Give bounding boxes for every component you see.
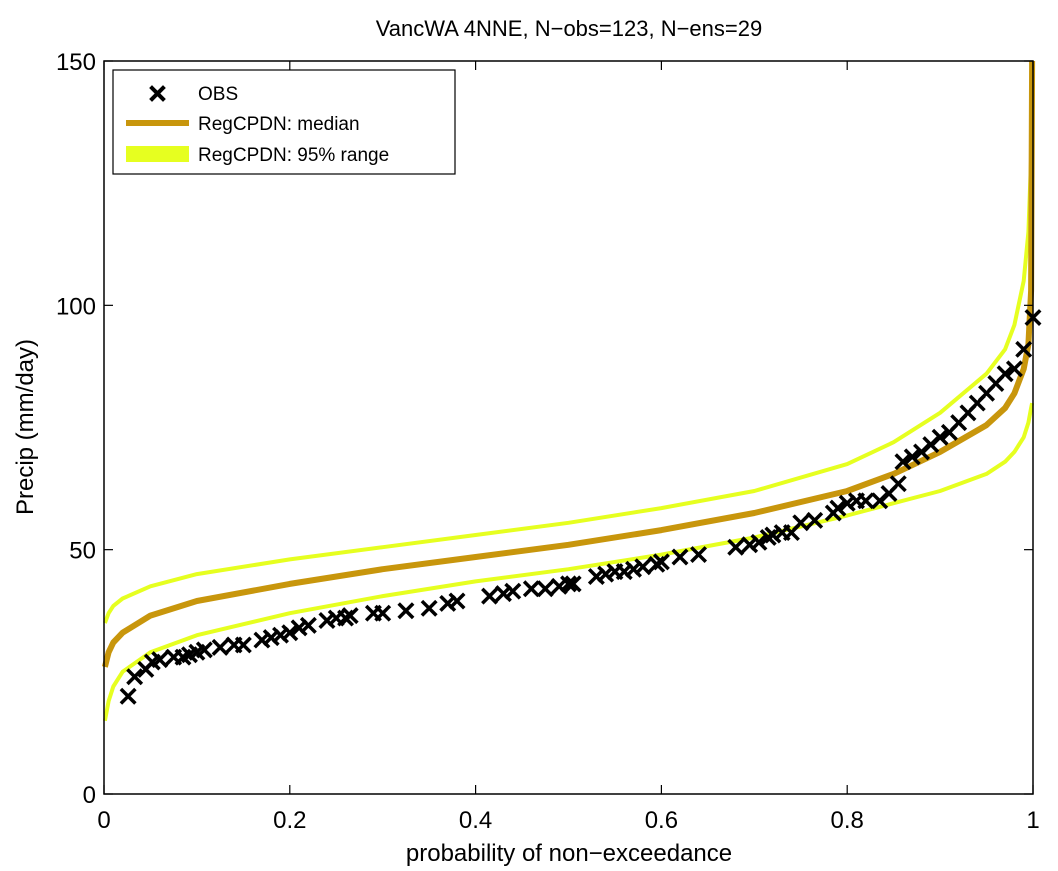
y-tick-label: 0 (83, 782, 96, 809)
legend-label-range: RegCPDN: 95% range (198, 145, 389, 166)
obs-point (504, 582, 522, 600)
obs-point (894, 453, 912, 471)
x-tick-label: 1 (1026, 807, 1039, 834)
y-tick-label: 100 (56, 293, 96, 320)
legend-label-obs: OBS (198, 84, 238, 105)
x-axis-ticks: 0 0.2 0.4 0.6 0.8 1 (97, 61, 1040, 834)
obs-point (792, 514, 810, 532)
x-tick-label: 0.2 (273, 807, 306, 834)
y-axis-label: Precip (mm/day) (12, 339, 39, 515)
obs-point (750, 533, 768, 551)
x-tick-label: 0.6 (645, 807, 678, 834)
obs-point (119, 687, 137, 705)
obs-point (690, 546, 708, 564)
obs-point (448, 592, 466, 610)
median-line (101, 60, 1036, 668)
obs-point (341, 607, 359, 625)
obs-point (857, 492, 875, 510)
chart-title: VancWA 4NNE, N−obs=123, N−ens=29 (376, 16, 762, 41)
range-upper-line (103, 60, 1035, 624)
obs-point (126, 668, 144, 686)
x-tick-label: 0.4 (459, 807, 492, 834)
obs-point (652, 553, 670, 571)
obs-point (281, 624, 299, 642)
obs-point (564, 575, 582, 593)
obs-markers (119, 309, 1042, 705)
obs-point (996, 365, 1014, 383)
x-axis-label: probability of non−exceedance (406, 840, 732, 867)
obs-point (671, 548, 689, 566)
obs-point (234, 636, 252, 654)
obs-point (1005, 360, 1023, 378)
y-tick-label: 50 (69, 538, 96, 565)
plot-lines (101, 60, 1042, 722)
y-tick-label: 150 (56, 49, 96, 76)
obs-point (931, 428, 949, 446)
obs-point (151, 651, 169, 669)
plot-frame (103, 60, 1034, 795)
obs-point (299, 616, 317, 634)
obs-point (397, 602, 415, 620)
obs-point (1015, 340, 1033, 358)
legend-label-median: RegCPDN: median (198, 114, 360, 135)
obs-point (536, 580, 554, 598)
obs-point (829, 499, 847, 517)
range-lower-line (102, 402, 1035, 722)
obs-point (727, 538, 745, 556)
series-curves (101, 60, 1036, 722)
obs-point (903, 448, 921, 466)
x-tick-label: 0.8 (831, 807, 864, 834)
obs-point (522, 580, 540, 598)
obs-point (211, 638, 229, 656)
legend: OBS RegCPDN: median RegCPDN: 95% range (112, 69, 456, 175)
x-tick-label: 0 (97, 807, 110, 834)
obs-point (806, 511, 824, 529)
legend-obs-marker (149, 85, 166, 102)
obs-point (420, 599, 438, 617)
y-axis-ticks: 0 50 100 150 (56, 49, 1033, 809)
obs-point (481, 587, 499, 605)
obs-point (634, 558, 652, 576)
obs-point (195, 641, 213, 659)
obs-point (374, 604, 392, 622)
obs-point (560, 575, 577, 593)
obs-point (889, 475, 907, 493)
